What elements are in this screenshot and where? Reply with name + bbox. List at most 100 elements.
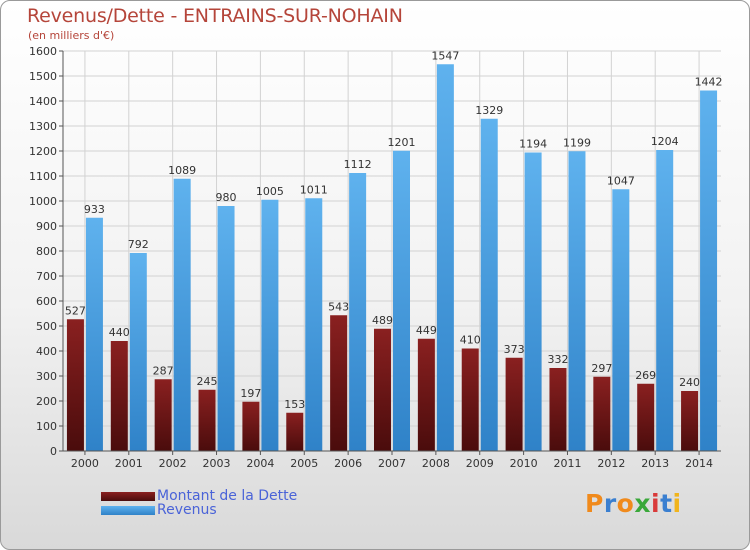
bar-dette [681, 391, 699, 451]
bar-revenus [393, 150, 410, 451]
x-tick-label: 2008 [422, 457, 450, 470]
bar-revenus [656, 150, 674, 451]
y-tick-label: 300 [36, 370, 57, 383]
bar-revenus [524, 152, 542, 451]
bar-revenus-value-label: 1047 [607, 174, 635, 187]
y-tick-label: 400 [36, 345, 57, 358]
x-tick-label: 2010 [510, 457, 538, 470]
y-tick-label: 700 [36, 270, 57, 283]
y-tick-label: 1100 [29, 170, 57, 183]
bar-revenus-value-label: 792 [128, 238, 149, 251]
bar-dette [286, 412, 304, 451]
proxiti-logo: Proxiti [585, 489, 682, 518]
bar-dette [66, 319, 84, 451]
legend-item-dette: Montant de la Dette [101, 488, 298, 504]
x-tick-label: 2002 [159, 457, 187, 470]
bar-dette [549, 368, 567, 451]
bar-revenus [349, 173, 367, 451]
bar-revenus [85, 217, 103, 451]
y-tick-label: 1600 [29, 45, 57, 58]
bar-dette [154, 379, 172, 451]
x-tick-label: 2001 [115, 457, 143, 470]
bar-revenus [129, 253, 147, 451]
bar-dette-value-label: 489 [372, 314, 393, 327]
x-tick-label: 2003 [203, 457, 231, 470]
legend-label-dette: Montant de la Dette [157, 488, 298, 504]
bar-dette-value-label: 440 [109, 326, 130, 339]
legend-swatch-dette [101, 491, 155, 501]
bar-dette-value-label: 332 [547, 353, 568, 366]
bar-revenus-value-label: 1112 [344, 158, 372, 171]
bar-dette-value-label: 449 [416, 324, 437, 337]
y-tick-label: 200 [36, 395, 57, 408]
bar-revenus-value-label: 1329 [475, 104, 503, 117]
x-tick-label: 2004 [246, 457, 274, 470]
bar-revenus-value-label: 1011 [300, 183, 328, 196]
x-tick-label: 2005 [290, 457, 318, 470]
bar-dette-value-label: 197 [240, 387, 261, 400]
bar-revenus [217, 206, 235, 451]
legend-label-revenus: Revenus [157, 502, 217, 518]
x-tick-label: 2011 [553, 457, 581, 470]
bar-dette [330, 315, 348, 451]
x-tick-label: 2012 [597, 457, 625, 470]
bar-revenus [261, 199, 279, 451]
bar-dette [505, 357, 523, 451]
y-tick-label: 1300 [29, 120, 57, 133]
x-tick-label: 2009 [466, 457, 494, 470]
bar-revenus-value-label: 1005 [256, 185, 284, 198]
bar-dette-value-label: 245 [197, 375, 218, 388]
data-labels: 527 933 440 792 287 1089 245 980 197 1005 153 1011 5… [65, 49, 723, 411]
bar-revenus-value-label: 933 [84, 203, 105, 216]
bar-revenus [305, 198, 323, 451]
bar-dette-value-label: 373 [504, 343, 525, 356]
legend-item-revenus: Revenus [101, 502, 217, 518]
bar-dette-value-label: 527 [65, 304, 86, 317]
bar-dette-value-label: 153 [284, 398, 305, 411]
bars [66, 64, 718, 451]
bar-dette-value-label: 287 [153, 364, 174, 377]
bar-dette-value-label: 297 [591, 362, 612, 375]
y-tick-label: 1400 [29, 95, 57, 108]
bar-dette [637, 383, 655, 451]
bar-revenus-value-label: 1204 [651, 135, 679, 148]
y-tick-label: 1000 [29, 195, 57, 208]
y-tick-label: 0 [50, 445, 57, 458]
bar-revenus [436, 64, 454, 451]
bar-revenus-value-label: 1442 [695, 76, 723, 89]
bar-dette-value-label: 269 [635, 369, 656, 382]
bar-dette [417, 338, 435, 451]
bar-revenus [173, 178, 191, 451]
axes: 0 100 200 300 400 500 600 700 800 900 1000 1100 1200… [29, 45, 721, 470]
bar-revenus-value-label: 1089 [168, 164, 196, 177]
bar-dette [461, 348, 479, 451]
x-tick-label: 2013 [641, 457, 669, 470]
bar-dette-value-label: 410 [460, 334, 481, 347]
bar-revenus [568, 151, 586, 451]
y-tick-label: 1200 [29, 145, 57, 158]
bar-revenus [612, 189, 630, 451]
bar-revenus-value-label: 980 [216, 191, 237, 204]
legend-swatch-revenus [101, 505, 155, 515]
y-tick-label: 1500 [29, 70, 57, 83]
bar-dette [593, 376, 611, 451]
chart-subtitle: (en milliers d'€) [28, 29, 115, 42]
bar-revenus-value-label: 1201 [388, 136, 416, 149]
bar-dette [374, 328, 391, 451]
gridlines [63, 50, 721, 452]
bar-dette [198, 389, 216, 451]
y-tick-label: 600 [36, 295, 57, 308]
chart-title: Revenus/Dette - ENTRAINS-SUR-NOHAIN [27, 5, 403, 27]
bar-revenus-value-label: 1199 [563, 136, 591, 149]
y-tick-label: 900 [36, 220, 57, 233]
y-tick-label: 500 [36, 320, 57, 333]
y-tick-label: 800 [36, 245, 57, 258]
bar-dette [242, 401, 260, 451]
bar-dette-value-label: 543 [328, 300, 349, 313]
x-tick-label: 2007 [378, 457, 406, 470]
bar-dette [110, 341, 128, 451]
x-tick-label: 2006 [334, 457, 362, 470]
bar-revenus [700, 90, 718, 451]
